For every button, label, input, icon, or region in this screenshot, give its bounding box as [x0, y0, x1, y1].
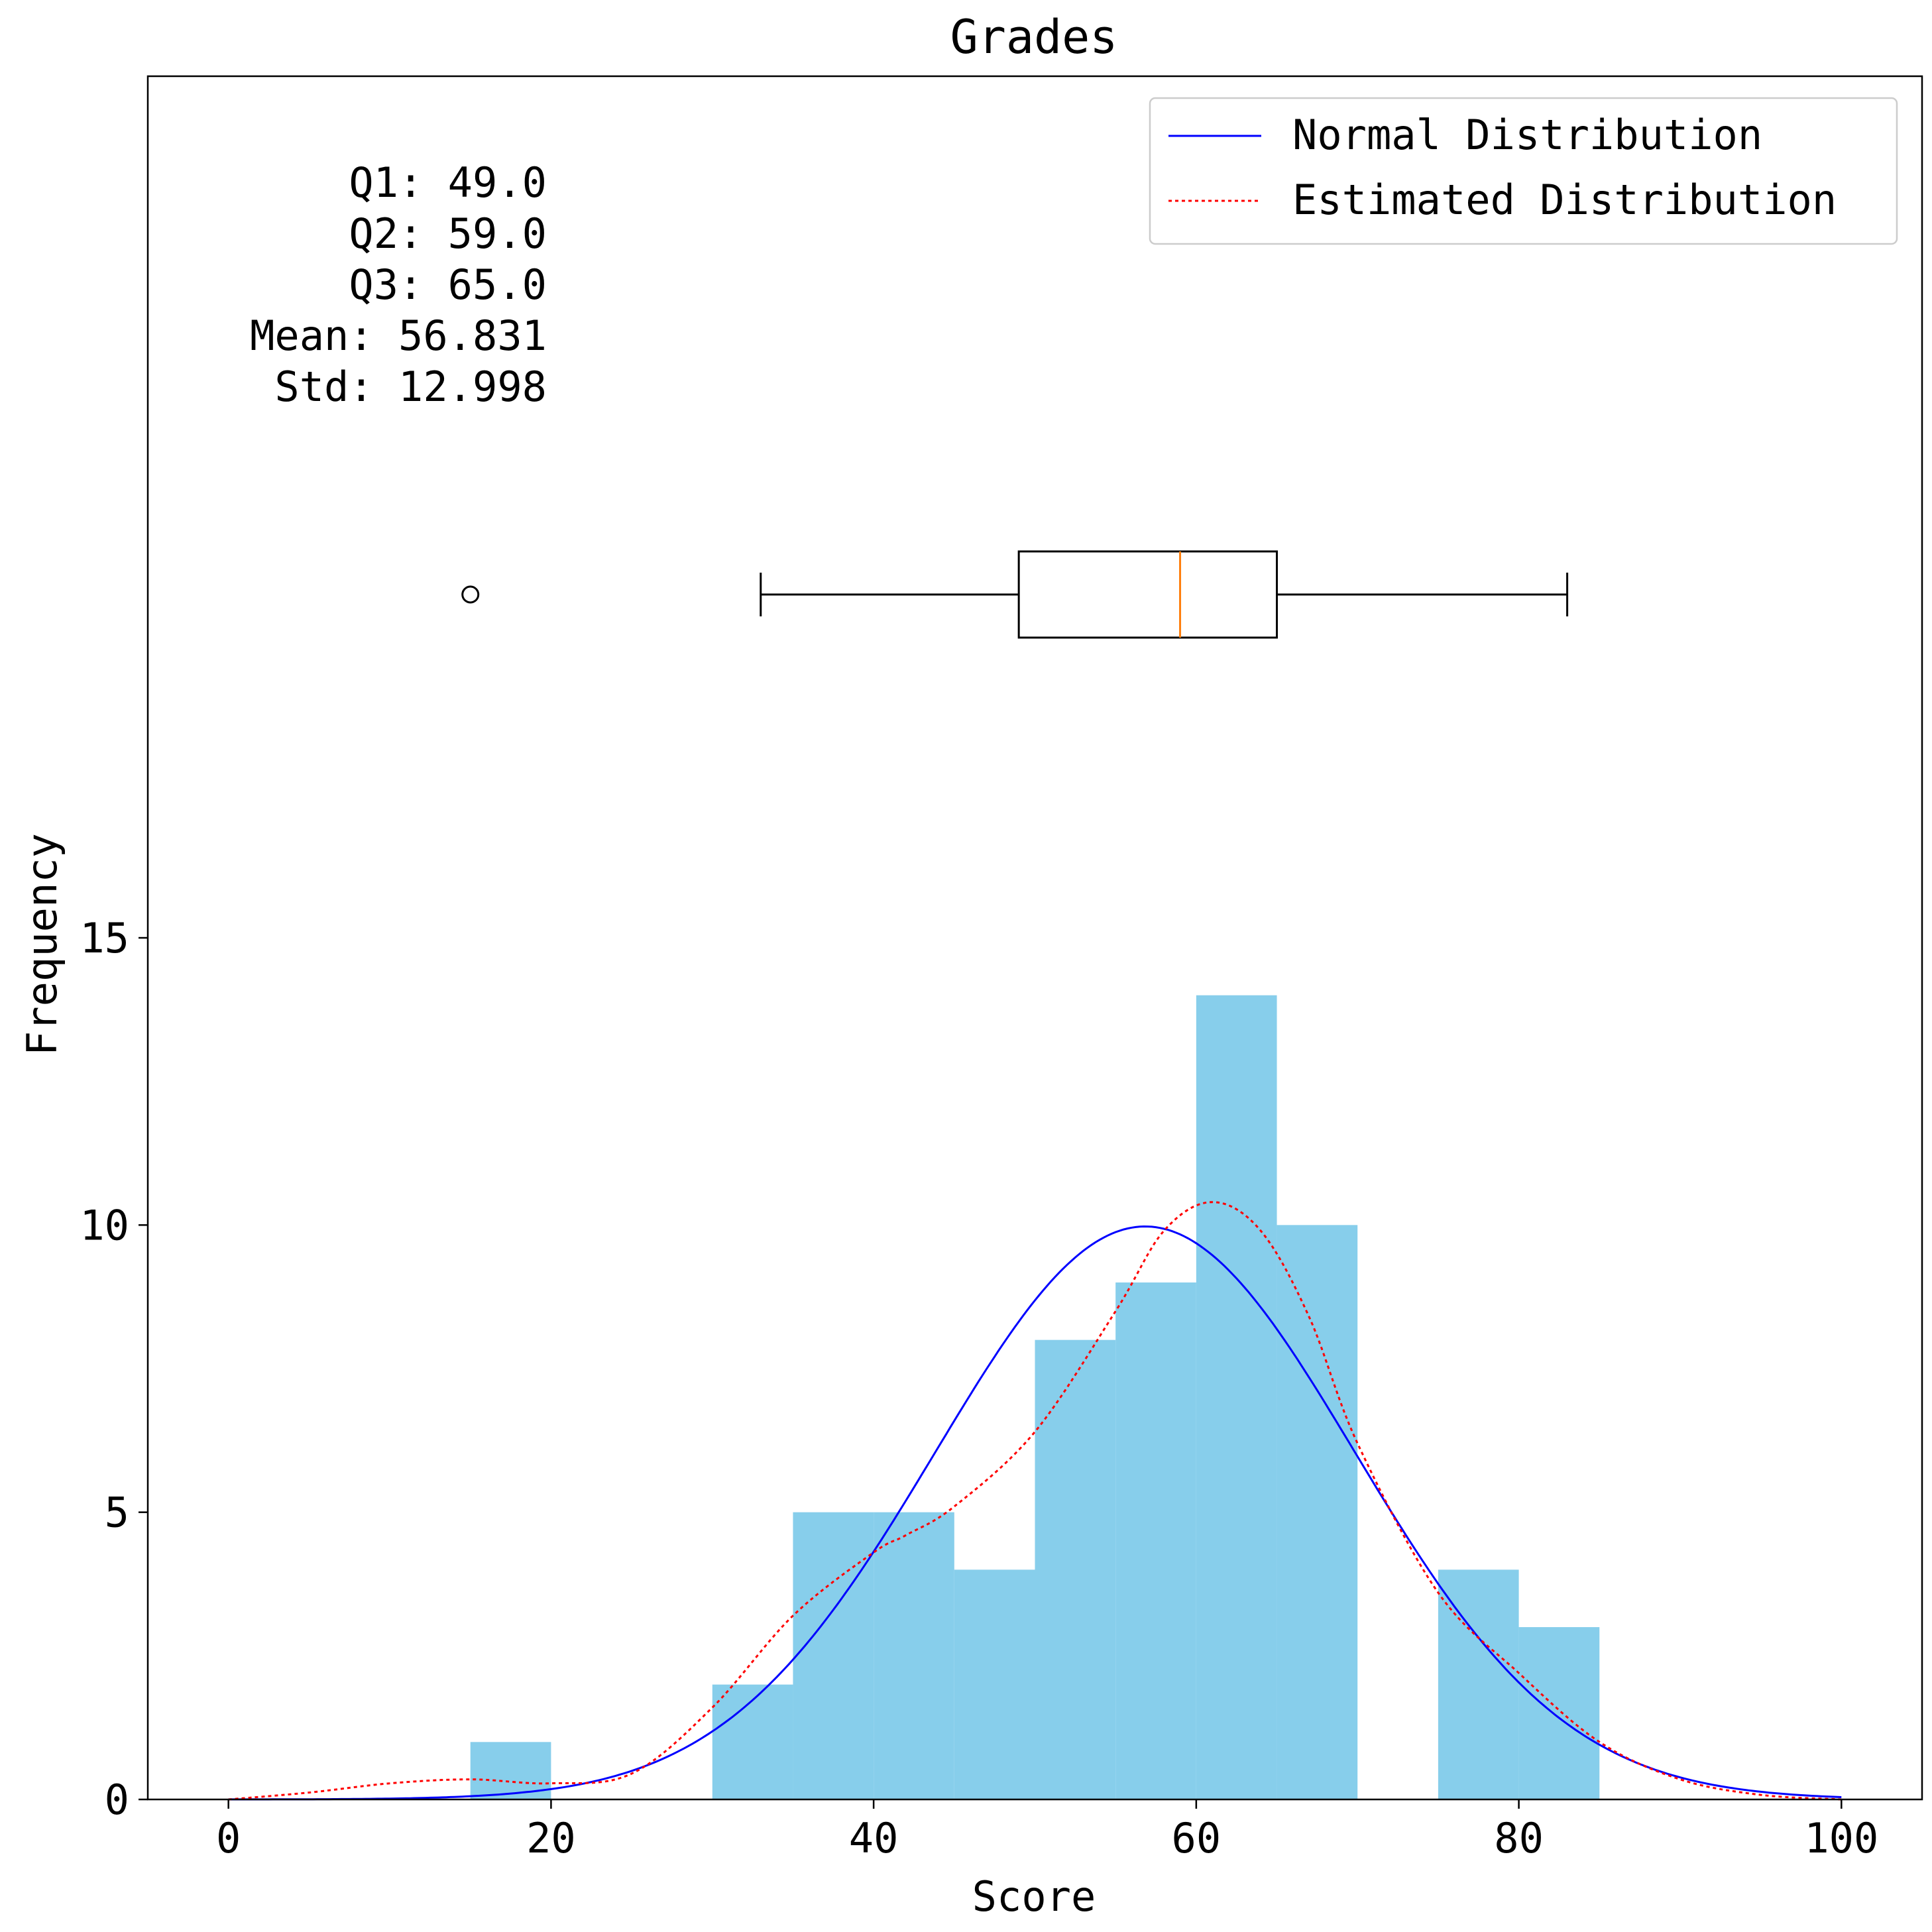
histogram-bar	[1115, 1282, 1196, 1799]
x-axis-label: Score	[972, 1872, 1096, 1921]
histogram-bar	[954, 1569, 1035, 1799]
y-tick-label: 15	[80, 914, 129, 962]
stats-line: Std: 12.998	[274, 363, 547, 411]
x-tick-label: 40	[849, 1814, 899, 1862]
boxplot-box	[1017, 550, 1279, 639]
stats-line: Q1: 49.0	[349, 158, 547, 207]
x-tick-label: 0	[216, 1814, 241, 1862]
histogram-bar	[1438, 1569, 1519, 1799]
y-tick-label: 5	[105, 1489, 129, 1537]
histogram-bar	[793, 1512, 874, 1799]
x-tick-label: 20	[526, 1814, 576, 1862]
legend: Normal Distribution Estimated Distributi…	[1149, 97, 1898, 245]
y-tick-label: 0	[105, 1776, 129, 1824]
y-axis: 0 5 10 15	[80, 914, 148, 1824]
legend-label-estimated: Estimated Distribution	[1292, 176, 1837, 224]
histogram-bar	[1035, 1339, 1116, 1799]
stats-line: Q2: 59.0	[349, 209, 547, 258]
x-axis: 0 20 40 60 80 100	[216, 1799, 1878, 1862]
distribution-curves	[228, 1201, 1842, 1801]
chart-title: Grades	[950, 10, 1118, 64]
legend-box	[1149, 97, 1898, 245]
histogram-bar	[1277, 1225, 1358, 1799]
x-tick-label: 100	[1804, 1814, 1878, 1862]
histogram-bars	[470, 995, 1600, 1799]
histogram-bar	[1196, 995, 1277, 1799]
histogram-bar	[874, 1512, 954, 1799]
y-axis-label: Frequency	[18, 833, 66, 1056]
stats-line: Mean: 56.831	[250, 312, 547, 360]
x-tick-label: 60	[1172, 1814, 1222, 1862]
x-tick-label: 80	[1494, 1814, 1544, 1862]
y-tick-label: 10	[80, 1201, 129, 1249]
stats-line: Q3: 65.0	[349, 260, 547, 309]
histogram-bar	[712, 1684, 793, 1799]
legend-label-normal: Normal Distribution	[1292, 111, 1762, 159]
boxplot	[461, 550, 1569, 639]
normal-distribution-line	[228, 1225, 1842, 1801]
estimated-distribution-line	[228, 1201, 1842, 1801]
histogram-bar	[1518, 1627, 1600, 1799]
boxplot-outlier	[461, 585, 480, 604]
